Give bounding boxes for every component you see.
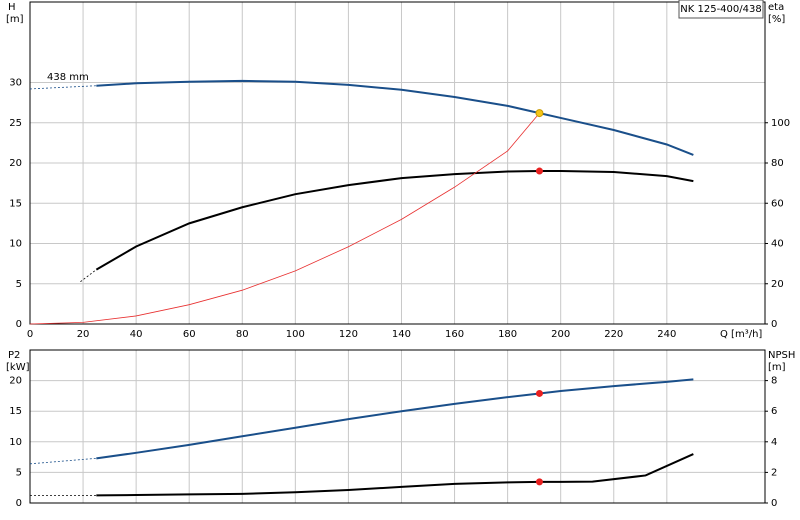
duty-point [535, 167, 543, 175]
plot-frame [29, 349, 766, 504]
y2-tick-label: 40 [771, 239, 784, 250]
y2-tick-label: 4 [771, 437, 777, 448]
y-unit: [kW] [6, 362, 30, 373]
x-label: Q [m³/h] [720, 329, 762, 340]
curve [96, 378, 694, 460]
y-tick-label: 25 [9, 118, 22, 129]
y2-label: eta [768, 2, 784, 13]
x-tick-label: 220 [604, 329, 623, 340]
curve [29, 112, 540, 325]
y2-tick-label: 0 [771, 319, 777, 330]
y-label: H [8, 2, 16, 13]
y2-unit: [m] [768, 362, 786, 373]
annotation: 438 mm [47, 72, 89, 83]
x-tick-label: 20 [77, 329, 90, 340]
curve [95, 170, 694, 271]
x-tick-label: 40 [130, 329, 143, 340]
y-label: P2 [8, 350, 20, 361]
curve [29, 85, 97, 90]
y2-tick-label: 6 [771, 406, 777, 417]
x-tick-label: 120 [339, 329, 358, 340]
x-tick-label: 80 [236, 329, 249, 340]
y-tick-label: 5 [16, 279, 22, 290]
x-tick-label: 180 [498, 329, 517, 340]
curve [96, 79, 694, 156]
x-tick-label: 240 [657, 329, 676, 340]
y-tick-label: 5 [16, 467, 22, 478]
y2-tick-label: 0 [771, 498, 777, 509]
y2-tick-label: 2 [771, 467, 777, 478]
x-tick-label: 160 [445, 329, 464, 340]
y-tick-label: 0 [16, 498, 22, 509]
x-tick-label: 200 [551, 329, 570, 340]
title-box [678, 0, 764, 19]
curve [80, 269, 97, 283]
y-tick-label: 15 [9, 406, 22, 417]
plot-frame [29, 1, 766, 325]
y-tick-label: 0 [16, 319, 22, 330]
y2-unit: [%] [768, 14, 785, 25]
y-tick-label: 10 [9, 239, 22, 250]
y-tick-label: 20 [9, 158, 22, 169]
y2-label: NPSH [768, 350, 795, 361]
curve [96, 453, 694, 497]
duty-point [535, 109, 544, 118]
curve [29, 457, 97, 465]
y-tick-label: 30 [9, 78, 22, 89]
y2-tick-label: 8 [771, 376, 777, 387]
y2-tick-label: 20 [771, 279, 784, 290]
y2-tick-label: 60 [771, 198, 784, 209]
x-tick-label: 100 [286, 329, 305, 340]
x-tick-label: 60 [183, 329, 196, 340]
y-tick-label: 10 [9, 437, 22, 448]
y-unit: [m] [6, 14, 24, 25]
y2-tick-label: 100 [771, 118, 790, 129]
duty-point [535, 389, 543, 397]
x-tick-label: 0 [27, 329, 33, 340]
duty-point [535, 478, 543, 486]
y-tick-label: 20 [9, 376, 22, 387]
chart-title: NK 125-400/438 [680, 4, 761, 15]
y-tick-label: 15 [9, 198, 22, 209]
y2-tick-label: 80 [771, 158, 784, 169]
x-tick-label: 140 [392, 329, 411, 340]
